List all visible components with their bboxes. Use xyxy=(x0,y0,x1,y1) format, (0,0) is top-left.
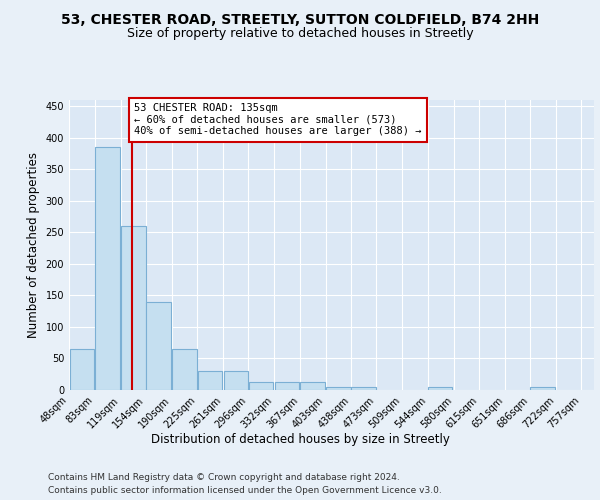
Bar xyxy=(326,387,350,390)
Y-axis label: Number of detached properties: Number of detached properties xyxy=(27,152,40,338)
Text: 53 CHESTER ROAD: 135sqm
← 60% of detached houses are smaller (573)
40% of semi-d: 53 CHESTER ROAD: 135sqm ← 60% of detache… xyxy=(134,103,422,136)
Bar xyxy=(224,371,248,390)
Bar xyxy=(275,382,299,390)
Bar xyxy=(121,226,146,390)
Bar xyxy=(172,349,197,390)
Bar xyxy=(146,302,171,390)
Bar xyxy=(428,387,452,390)
Bar xyxy=(197,371,222,390)
Text: Contains public sector information licensed under the Open Government Licence v3: Contains public sector information licen… xyxy=(48,486,442,495)
Bar xyxy=(300,382,325,390)
Text: 53, CHESTER ROAD, STREETLY, SUTTON COLDFIELD, B74 2HH: 53, CHESTER ROAD, STREETLY, SUTTON COLDF… xyxy=(61,12,539,26)
Text: Distribution of detached houses by size in Streetly: Distribution of detached houses by size … xyxy=(151,432,449,446)
Bar xyxy=(352,387,376,390)
Text: Contains HM Land Registry data © Crown copyright and database right 2024.: Contains HM Land Registry data © Crown c… xyxy=(48,472,400,482)
Bar xyxy=(530,387,555,390)
Bar xyxy=(70,349,94,390)
Text: Size of property relative to detached houses in Streetly: Size of property relative to detached ho… xyxy=(127,28,473,40)
Bar xyxy=(249,382,274,390)
Bar xyxy=(95,148,119,390)
